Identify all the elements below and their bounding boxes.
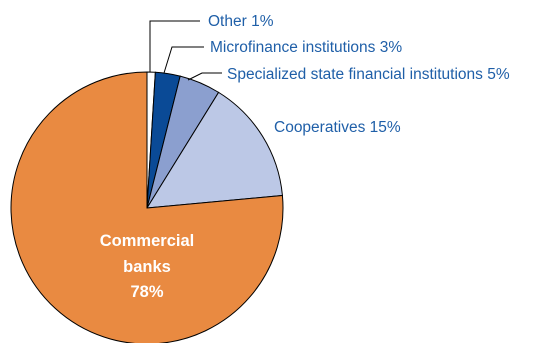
leader-line-microfinance	[163, 46, 204, 74]
pie-slice-cooperatives	[146, 91, 283, 209]
slice-label-commercial-banks-line3: 78%	[130, 283, 163, 301]
leader-line-other	[149, 20, 200, 72]
slice-label-microfinance: Microfinance institutions 3%	[210, 39, 402, 56]
slice-label-cooperatives: Cooperatives 15%	[274, 119, 401, 136]
slice-label-commercial-banks-line2: banks	[123, 258, 171, 276]
pie-slice-commercial-banks	[10, 71, 284, 343]
pie-slices	[10, 71, 284, 343]
leader-line-specialized	[187, 72, 222, 81]
slice-label-specialized: Specialized state financial institutions…	[227, 66, 510, 83]
slice-label-other: Other 1%	[208, 13, 274, 30]
slice-label-commercial-banks-line1: Commercial	[100, 232, 194, 250]
